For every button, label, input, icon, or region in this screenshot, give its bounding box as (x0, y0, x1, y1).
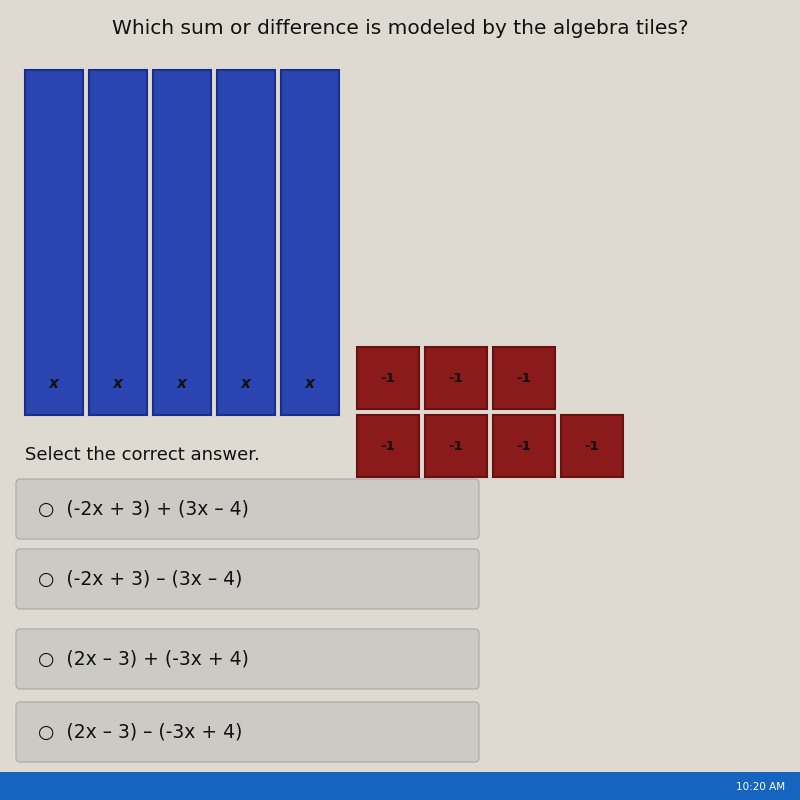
Bar (425, 415, 487, 477)
Bar (0, 772, 800, 800)
Text: x: x (241, 375, 251, 390)
Text: -1: -1 (381, 371, 395, 385)
Bar (493, 347, 555, 409)
Bar (281, 70, 339, 415)
FancyBboxPatch shape (16, 702, 479, 762)
Text: x: x (113, 375, 123, 390)
Bar (153, 70, 211, 415)
Text: x: x (49, 375, 59, 390)
Bar (493, 415, 555, 477)
FancyBboxPatch shape (16, 479, 479, 539)
Bar (217, 70, 275, 415)
Text: ○  (-2x + 3) – (3x – 4): ○ (-2x + 3) – (3x – 4) (38, 570, 242, 589)
Text: -1: -1 (381, 439, 395, 453)
Text: -1: -1 (449, 439, 463, 453)
Text: Which sum or difference is modeled by the algebra tiles?: Which sum or difference is modeled by th… (112, 18, 688, 38)
Bar (357, 347, 419, 409)
Bar (357, 415, 419, 477)
Bar (89, 70, 147, 415)
Bar (425, 347, 487, 409)
Text: 10:20 AM: 10:20 AM (736, 782, 785, 792)
Text: -1: -1 (517, 439, 531, 453)
Text: ○  (2x – 3) – (-3x + 4): ○ (2x – 3) – (-3x + 4) (38, 722, 242, 742)
FancyBboxPatch shape (16, 549, 479, 609)
Text: ○  (2x – 3) + (-3x + 4): ○ (2x – 3) + (-3x + 4) (38, 650, 249, 669)
Bar (25, 70, 83, 415)
Text: ○  (-2x + 3) + (3x – 4): ○ (-2x + 3) + (3x – 4) (38, 499, 249, 518)
Bar (561, 415, 623, 477)
Text: -1: -1 (449, 371, 463, 385)
Text: -1: -1 (517, 371, 531, 385)
Text: -1: -1 (585, 439, 599, 453)
Text: x: x (177, 375, 187, 390)
FancyBboxPatch shape (16, 629, 479, 689)
Text: Select the correct answer.: Select the correct answer. (25, 446, 260, 464)
Text: x: x (305, 375, 315, 390)
